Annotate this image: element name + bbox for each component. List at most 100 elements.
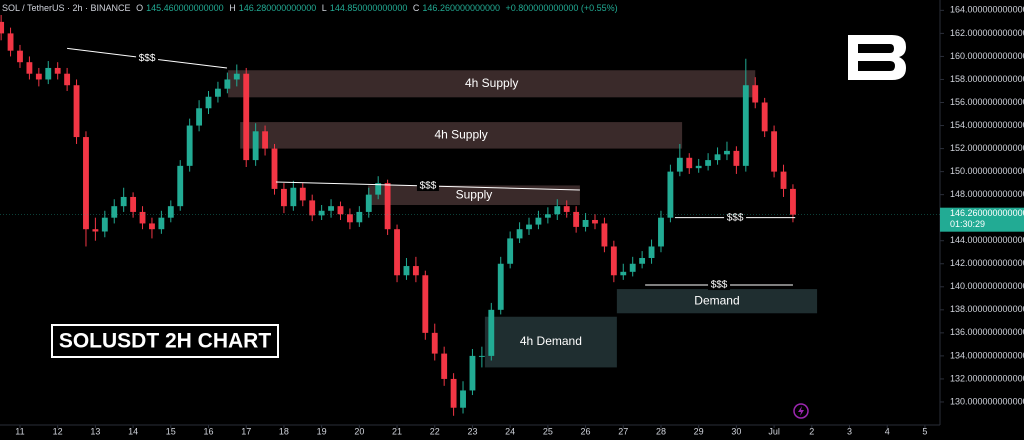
candle-body xyxy=(318,210,325,216)
y-tick-label: 162.000000000000 xyxy=(950,28,1024,38)
x-tick-label: 29 xyxy=(694,426,704,436)
liquidity-label: $$$ xyxy=(727,212,744,223)
x-tick-label: 2 xyxy=(809,426,814,436)
x-tick-label: 15 xyxy=(166,426,176,436)
candle-body xyxy=(790,188,796,215)
candle-body xyxy=(648,246,655,258)
candle-body xyxy=(592,219,598,224)
y-tick-label: 134.000000000000 xyxy=(950,350,1024,360)
candle-body xyxy=(535,217,542,225)
candle-body xyxy=(83,137,89,230)
label-bg xyxy=(724,212,747,223)
candle-body xyxy=(271,148,278,189)
x-tick-label: 12 xyxy=(53,426,63,436)
candle-body xyxy=(573,211,580,227)
x-tick-label: 24 xyxy=(505,426,515,436)
y-tick-label: 164.000000000000 xyxy=(950,5,1024,15)
candle-body xyxy=(610,246,617,276)
candle-body xyxy=(460,390,466,408)
x-tick-label: 4 xyxy=(885,426,890,436)
ohlc-label: O xyxy=(136,3,144,13)
candle-body xyxy=(497,263,504,310)
countdown: 01:30:29 xyxy=(950,219,985,229)
candle-body xyxy=(92,229,99,232)
candle-body xyxy=(73,85,80,138)
candle-body xyxy=(507,238,514,264)
candle-body xyxy=(686,157,693,169)
x-tick-label: 14 xyxy=(128,426,138,436)
candle-body xyxy=(695,165,702,169)
ohlc-value: 144.850000000000 xyxy=(329,3,408,13)
candle-body xyxy=(601,223,608,247)
y-tick-label: 158.000000000000 xyxy=(950,74,1024,84)
x-tick-label: 16 xyxy=(204,426,214,436)
x-tick-label: 25 xyxy=(543,426,553,436)
liquidity-label: $$$ xyxy=(420,181,437,192)
candle-body xyxy=(403,266,410,276)
candle-body xyxy=(54,67,61,74)
lightning-icon xyxy=(793,403,809,419)
header: SOL / TetherUS · 2h · BINANCE O 145.46000… xyxy=(2,3,621,13)
candle-body xyxy=(780,171,787,189)
candle-body xyxy=(639,257,646,264)
y-tick-label: 144.000000000000 xyxy=(950,235,1024,245)
zone xyxy=(240,122,683,149)
candle-body xyxy=(450,378,457,408)
candle-body xyxy=(196,108,203,126)
candle-body xyxy=(0,21,5,34)
candle-body xyxy=(290,187,297,207)
x-tick-label: 3 xyxy=(847,426,852,436)
candle-body xyxy=(742,85,749,166)
candle-body xyxy=(101,217,108,232)
candle-body xyxy=(130,196,137,212)
candle-body xyxy=(243,73,250,161)
candle-body xyxy=(563,206,570,212)
candle-body xyxy=(309,200,316,216)
x-tick-label: 11 xyxy=(15,426,24,436)
candle-body xyxy=(629,263,636,272)
candle-body xyxy=(7,33,14,51)
zone-label: 4h Supply xyxy=(465,76,518,90)
candle-body xyxy=(488,309,495,356)
candle-body xyxy=(516,229,523,239)
ohlc-value: 146.260000000000 xyxy=(422,3,501,13)
label-bg xyxy=(136,53,159,64)
symbol: SOL / TetherUS · 2h · BINANCE xyxy=(2,3,131,13)
y-tick-label: 156.000000000000 xyxy=(950,97,1024,107)
candle-body xyxy=(752,85,759,103)
candle-body xyxy=(441,353,448,379)
label-bg xyxy=(416,181,439,192)
x-tick-label: 30 xyxy=(731,426,741,436)
x-tick-label: 21 xyxy=(392,426,402,436)
candle-body xyxy=(328,206,334,211)
y-tick-label: 160.000000000000 xyxy=(950,51,1024,61)
candle-body xyxy=(149,223,155,230)
candle-body xyxy=(337,206,344,215)
x-tick-label: 17 xyxy=(241,426,251,436)
y-tick-label: 140.000000000000 xyxy=(950,281,1024,291)
y-tick-label: 132.000000000000 xyxy=(950,373,1024,383)
x-tick-label: 27 xyxy=(618,426,628,436)
candle-body xyxy=(233,73,240,80)
candle-body xyxy=(139,211,146,224)
x-tick-label: 28 xyxy=(656,426,666,436)
candle-body xyxy=(299,187,306,201)
x-tick-label: 23 xyxy=(467,426,477,436)
ohlc-label: L xyxy=(321,3,327,13)
x-tick-label: 20 xyxy=(354,426,364,436)
candle-body xyxy=(120,196,127,207)
candle-body xyxy=(412,266,419,276)
y-tick-label: 136.000000000000 xyxy=(950,327,1024,337)
change: +0.800000000000 (+0.55%) xyxy=(505,3,618,13)
ohlc-label: C xyxy=(412,3,420,13)
title-box xyxy=(51,324,279,358)
y-tick-label: 142.000000000000 xyxy=(950,258,1024,268)
candle-body xyxy=(346,214,353,223)
candle-body xyxy=(252,131,259,161)
candle-body xyxy=(281,188,287,207)
candle-body xyxy=(111,206,118,218)
last-price-badge xyxy=(940,207,1024,232)
candle-body xyxy=(705,160,712,166)
